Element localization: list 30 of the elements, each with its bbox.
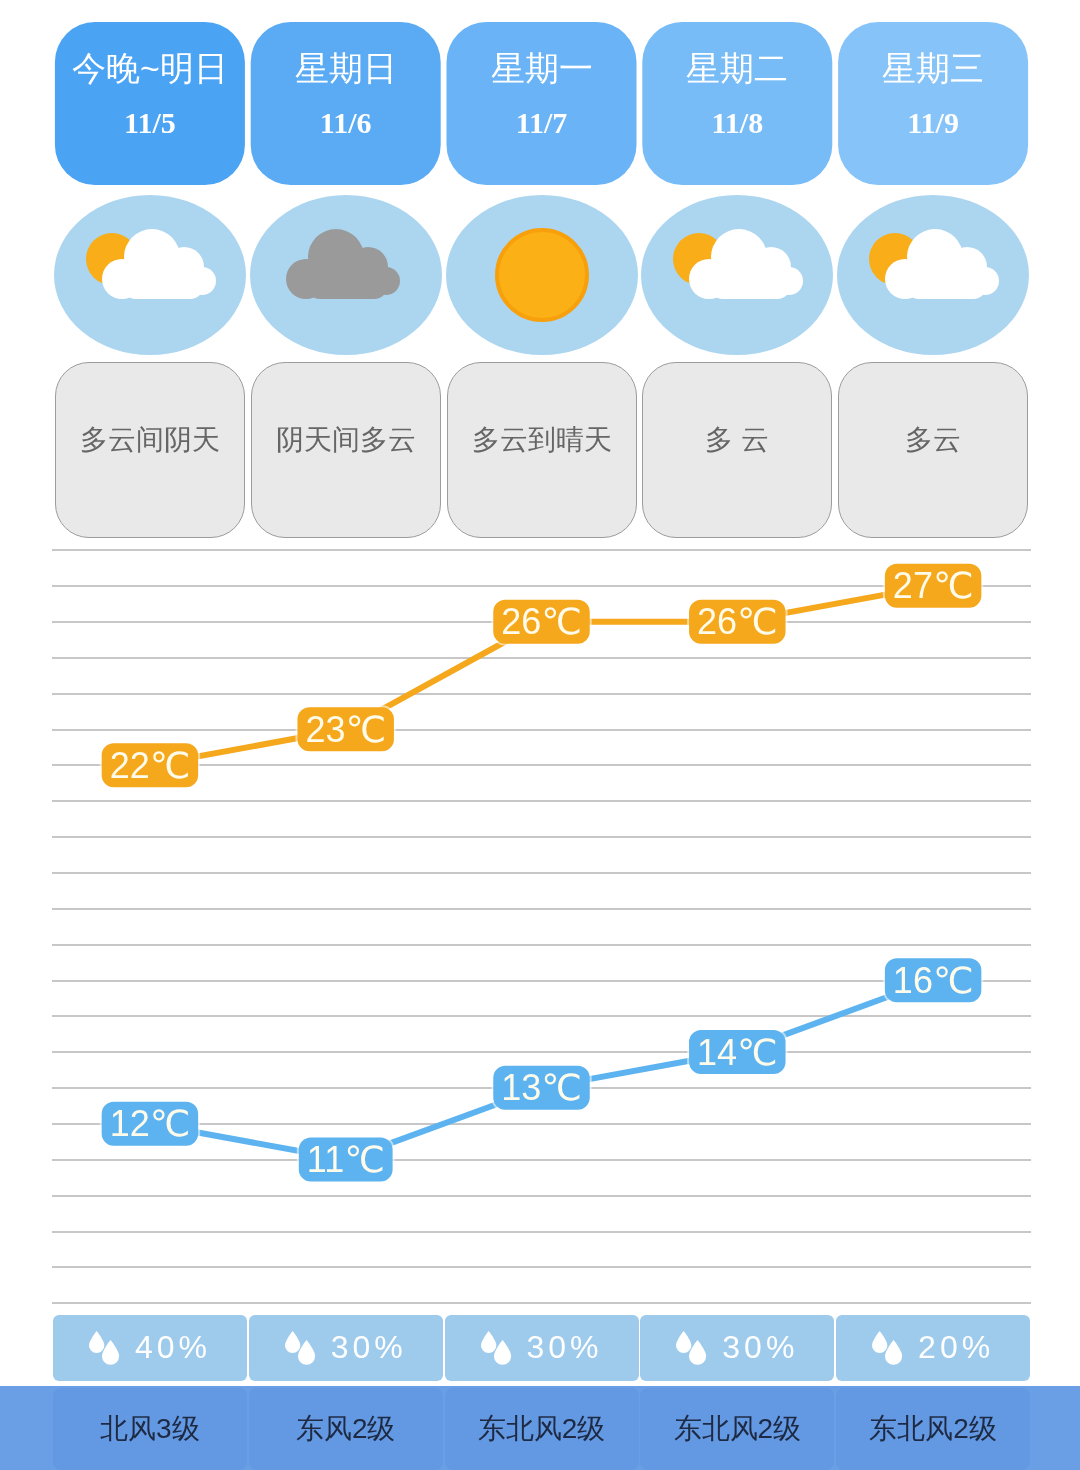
data-label: 23℃ bbox=[305, 708, 386, 750]
x-tick-label: 今晚~明日 11/5 bbox=[71, 49, 228, 139]
text: 40% bbox=[134, 1329, 211, 1366]
data-label: 26℃ bbox=[697, 601, 778, 643]
data-label: 14℃ bbox=[697, 1031, 778, 1073]
text: 30% bbox=[722, 1329, 799, 1366]
data-label: 11℃ bbox=[306, 1139, 385, 1181]
text: 20% bbox=[918, 1329, 995, 1366]
text: 东北风2级 bbox=[869, 1412, 997, 1446]
text: 多 云 bbox=[705, 423, 770, 457]
data-label: 13℃ bbox=[501, 1067, 582, 1109]
text: 东风2级 bbox=[295, 1412, 396, 1446]
text: 多云间阴天 bbox=[79, 423, 220, 457]
text: 30% bbox=[330, 1329, 407, 1366]
data-label: 16℃ bbox=[892, 959, 974, 1001]
data-label: 26℃ bbox=[501, 601, 582, 643]
text: 多云 bbox=[905, 423, 962, 457]
x-tick-label: 星期一 11/7 bbox=[490, 49, 593, 139]
text: 阴天间多云 bbox=[275, 423, 416, 457]
data-label: 27℃ bbox=[892, 565, 974, 607]
x-tick-label: 星期二 11/8 bbox=[686, 49, 789, 139]
x-tick-label: 星期日 11/6 bbox=[294, 49, 397, 139]
text: 30% bbox=[526, 1329, 603, 1366]
text: 东北风2级 bbox=[673, 1412, 802, 1446]
text: 北风3级 bbox=[100, 1412, 200, 1446]
text: 多云到晴天 bbox=[471, 423, 612, 457]
text: 东北风2级 bbox=[477, 1412, 606, 1446]
data-label: 12℃ bbox=[109, 1103, 191, 1145]
x-tick-label: 星期三 11/9 bbox=[882, 49, 985, 139]
data-label: 22℃ bbox=[109, 744, 191, 786]
